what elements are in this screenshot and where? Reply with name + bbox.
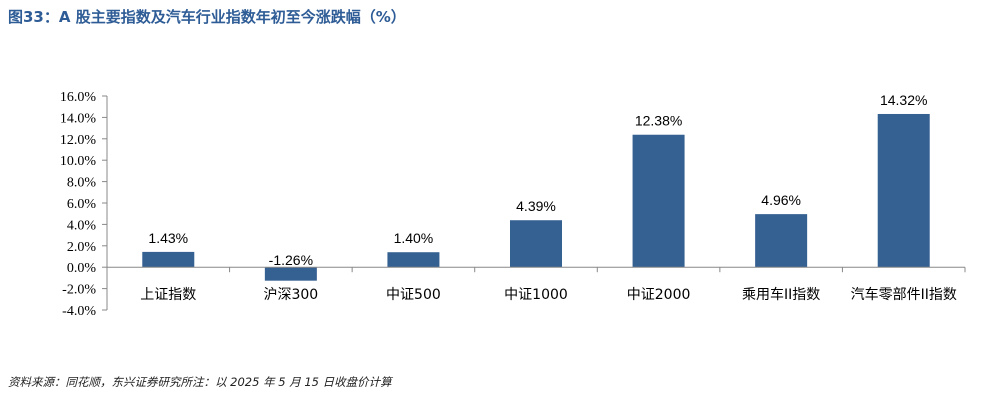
x-axis: 上证指数 沪深300 中证500 中证1000 中证2000 乘用车II指数 汽车零部件II… (106, 266, 966, 303)
bar (877, 113, 930, 268)
bar (264, 267, 317, 281)
data-labels: 1.43% -1.26% 1.40% 4.39% 12.38% 4.96% 14.32% (148, 92, 927, 268)
bar (510, 220, 562, 268)
bar (632, 134, 685, 268)
y-tick-label: 4.0% (67, 218, 97, 233)
y-tick-label: -4.0% (62, 304, 96, 319)
data-label: 1.43% (148, 230, 188, 246)
source-note: 资料来源：同花顺，东兴证券研究所注：以 2025 年 5 月 15 日收盘价计算 (8, 375, 392, 389)
y-axis: 16.0% 14.0% 12.0% 10.0% 8.0% 6.0% 4.0% 2.0% 0.0%… (60, 90, 108, 319)
data-label: 1.40% (394, 230, 434, 246)
data-label: -1.26% (269, 252, 313, 268)
bar-series (142, 113, 930, 281)
data-label: 4.96% (761, 192, 801, 208)
bar (755, 214, 808, 268)
x-tick-label: 上证指数 (140, 287, 196, 303)
data-label: 12.38% (635, 113, 682, 129)
x-tick-label: 乘用车II指数 (742, 286, 820, 303)
y-tick-label: 12.0% (60, 133, 97, 148)
y-tick-label: 16.0% (60, 90, 97, 105)
x-tick-label: 沪深300 (263, 287, 318, 303)
y-tick-label: 0.0% (67, 261, 97, 276)
bar (387, 252, 440, 268)
y-tick-label: 10.0% (60, 154, 97, 169)
y-tick-label: -2.0% (62, 283, 96, 298)
y-tick-label: 2.0% (67, 240, 97, 255)
y-tick-label: 6.0% (67, 197, 97, 212)
chart-title: 图33：A 股主要指数及汽车行业指数年初至今涨跌幅（%） (8, 8, 406, 26)
y-tick-label: 8.0% (67, 176, 97, 191)
y-tick-label: 14.0% (60, 111, 97, 126)
bar (142, 251, 195, 268)
x-tick-label: 汽车零部件II指数 (851, 286, 957, 303)
x-tick-label: 中证500 (386, 287, 441, 303)
data-label: 4.39% (516, 198, 556, 214)
x-tick-label: 中证1000 (504, 287, 568, 303)
data-label: 14.32% (880, 92, 927, 108)
x-tick-label: 中证2000 (627, 287, 691, 303)
